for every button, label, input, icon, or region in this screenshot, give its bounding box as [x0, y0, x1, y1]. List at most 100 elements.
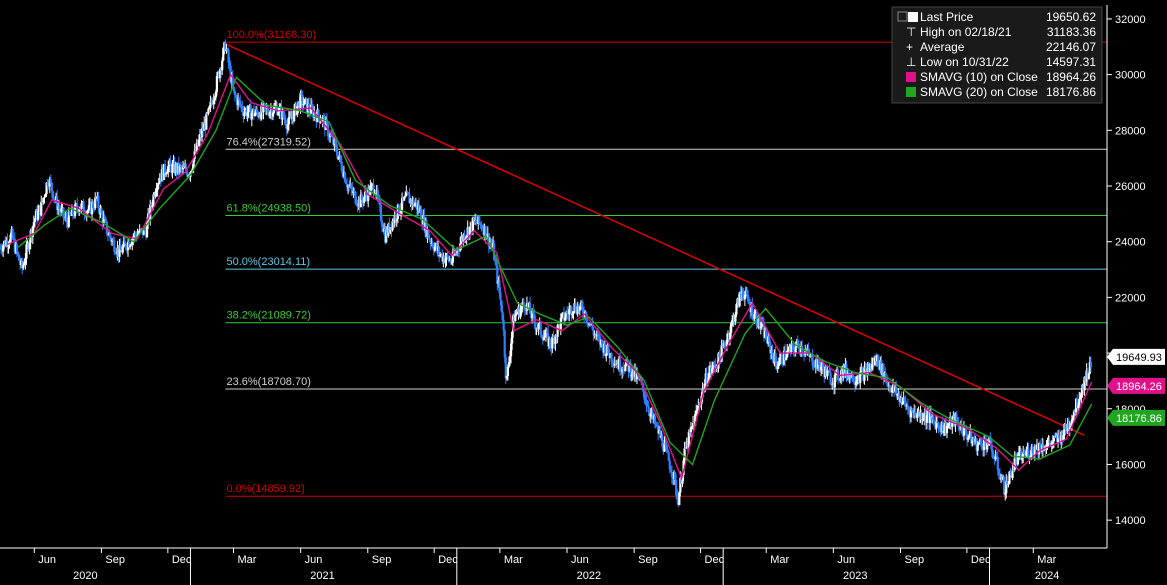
price-bar-body	[886, 381, 889, 386]
price-bar-body	[104, 218, 107, 222]
price-bar-body	[15, 244, 19, 252]
price-bar-body	[68, 211, 71, 216]
price-bar-body	[246, 112, 249, 117]
price-bar-body	[268, 112, 271, 117]
price-bar-body	[480, 224, 483, 228]
price-bar-body	[124, 243, 128, 249]
price-bar-body	[90, 203, 94, 215]
price-bar-body	[151, 205, 154, 207]
price-bar-body	[302, 104, 305, 106]
price-bar-body	[48, 179, 51, 187]
price-bar-body	[130, 244, 133, 246]
price-bar-body	[787, 349, 790, 351]
price-bar-body	[542, 336, 545, 341]
price-bar-body	[40, 201, 43, 216]
price-bar-body	[682, 460, 685, 476]
price-bar-body	[764, 330, 768, 340]
price-bar-body	[935, 421, 938, 429]
price-bar-body	[922, 418, 925, 420]
price-bar-body	[774, 352, 777, 363]
price-bar-body	[21, 260, 24, 269]
price-bar-body	[208, 106, 211, 109]
price-bar-body	[32, 221, 35, 227]
price-bar-body	[758, 316, 761, 328]
sma20-line	[17, 76, 1093, 466]
price-bar-body	[218, 69, 222, 78]
high-marker-icon: ⊤	[906, 25, 916, 39]
price-bar-body	[154, 192, 157, 197]
price-bar-body	[253, 113, 257, 117]
price-bar-body	[417, 204, 421, 211]
x-year-label: 2024	[1035, 570, 1059, 582]
price-bar-body	[102, 217, 105, 224]
price-bar-body	[439, 254, 442, 256]
price-bar-body	[694, 414, 697, 426]
price-bar-body	[307, 103, 311, 111]
price-bar-body	[213, 97, 216, 100]
price-bar-body	[501, 311, 504, 321]
price-bar-body	[344, 181, 348, 185]
price-bar-body	[400, 197, 404, 210]
axis-value-tag	[1107, 409, 1165, 426]
legend-value: 19650.62	[1046, 10, 1096, 24]
price-bar-body	[166, 172, 169, 174]
price-bar-body	[670, 472, 673, 478]
price-bar-body	[1046, 444, 1049, 446]
price-bar-body	[112, 239, 115, 241]
price-bar-body	[331, 135, 334, 137]
price-bar-body	[82, 201, 85, 213]
price-bar-body	[746, 294, 750, 302]
legend-value: 31183.36	[1047, 25, 1096, 39]
price-bar-body	[828, 370, 831, 373]
price-bar-body	[44, 194, 47, 198]
price-bar-body	[776, 366, 779, 370]
x-tick-label: Mar	[238, 554, 257, 566]
price-bar-body	[728, 332, 732, 340]
price-bar-body	[238, 98, 241, 101]
price-bar-body	[407, 192, 410, 195]
price-bar-body	[212, 99, 215, 105]
price-bar-body	[543, 336, 547, 338]
price-bar-body	[234, 95, 238, 98]
price-bar-body	[888, 385, 891, 390]
price-bar-body	[731, 319, 734, 324]
legend: Last Price 19650.62 ⊤ High on 02/18/21 31183…	[891, 6, 1103, 104]
price-bar-body	[1003, 477, 1006, 495]
price-bar-body	[359, 194, 362, 208]
price-bar-body	[811, 354, 814, 366]
x-tick-label: Mar	[504, 554, 523, 566]
price-bar-body	[28, 242, 31, 250]
price-bar-body	[214, 91, 217, 98]
price-bar-body	[87, 205, 90, 211]
price-bar-body	[912, 409, 915, 413]
price-bar-body	[574, 303, 577, 312]
price-bar-body	[207, 108, 210, 114]
price-bar-body	[157, 183, 160, 185]
price-bar-body	[138, 229, 141, 234]
price-bar-body	[1007, 483, 1010, 485]
price-bar-body	[145, 222, 149, 238]
price-bar-body	[979, 439, 982, 444]
price-bar-body	[971, 439, 974, 444]
price-bar-body	[852, 381, 855, 383]
price-bar-body	[22, 264, 25, 269]
price-bar-body	[904, 401, 907, 406]
price-bar-body	[966, 434, 969, 440]
price-bar-body	[980, 443, 984, 450]
price-bar-body	[1077, 405, 1080, 409]
price-bar-body	[41, 201, 44, 203]
price-bar-body	[343, 172, 347, 182]
price-bar-body	[11, 229, 14, 239]
price-bar-body	[701, 389, 704, 397]
price-bar-body	[222, 48, 225, 61]
price-bar-body	[559, 317, 562, 330]
price-bar-body	[1013, 457, 1016, 470]
price-bar-body	[611, 361, 614, 364]
price-bar-body	[906, 405, 909, 410]
price-bar-body	[427, 230, 430, 239]
price-bar-body	[380, 220, 384, 227]
price-bar-body	[495, 260, 498, 266]
price-bar-body	[977, 442, 980, 445]
price-bar-body	[1080, 394, 1083, 398]
price-bar-body	[451, 251, 454, 263]
